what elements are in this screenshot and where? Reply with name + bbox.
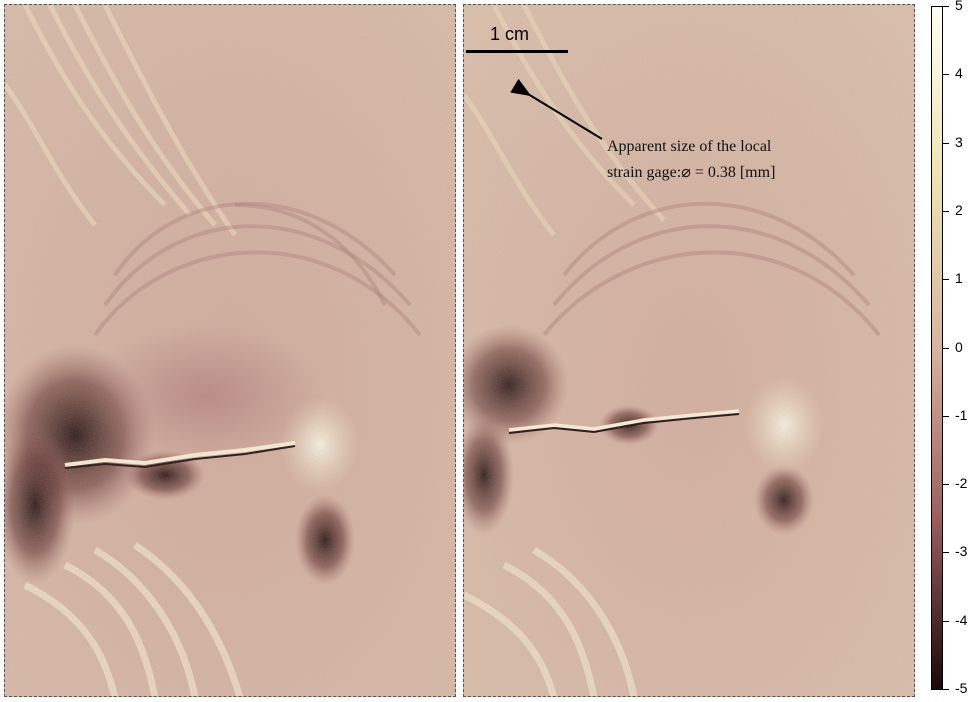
strain-image-right	[464, 5, 914, 696]
strain-image-left	[5, 5, 455, 696]
colorbar-tick	[943, 74, 949, 76]
colorbar-tick	[943, 142, 949, 144]
strain-field-left	[4, 4, 456, 697]
colorbar-tick-label: -2	[955, 475, 968, 492]
annotation-line-1: Apparent size of the local	[607, 138, 772, 155]
colorbar-tick	[943, 415, 949, 417]
colorbar-tick	[943, 552, 949, 554]
colorbar-tick	[943, 279, 949, 281]
colorbar-tick-label: 4	[955, 65, 963, 82]
colorbar-tick	[943, 620, 949, 622]
colorbar-tick-label: 1	[955, 270, 963, 287]
colorbar-tick	[943, 210, 949, 212]
colorbar	[931, 6, 943, 690]
colorbar-tick	[943, 689, 949, 690]
colorbar-tick	[943, 484, 949, 486]
colorbar-tick-label: -1	[955, 406, 968, 423]
colorbar-tick-label: -4	[955, 611, 968, 628]
strain-field-right	[463, 4, 915, 697]
colorbar-tick-label: 5	[955, 0, 963, 13]
colorbar-tick-label: -5	[955, 680, 968, 696]
colorbar-tick	[943, 347, 949, 349]
scale-bar	[466, 50, 568, 53]
colorbar-tick-label: 0	[955, 338, 963, 355]
annotation-text: Apparent size of the local strain gage:⌀…	[607, 134, 775, 186]
colorbar-tick	[943, 6, 949, 7]
colorbar-tick-label: 2	[955, 201, 963, 218]
colorbar-tick-label: -3	[955, 543, 968, 560]
scale-bar-label: 1 cm	[490, 24, 530, 44]
colorbar-tick-label: 3	[955, 133, 963, 150]
annotation-line-2: strain gage:⌀ = 0.38 [mm]	[607, 164, 776, 181]
